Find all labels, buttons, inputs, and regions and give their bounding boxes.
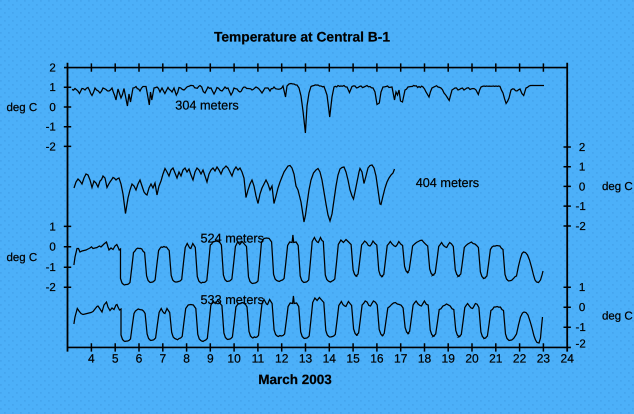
svg-text:-1: -1 bbox=[46, 122, 56, 134]
svg-text:deg C: deg C bbox=[7, 252, 38, 264]
svg-text:22: 22 bbox=[513, 352, 527, 366]
svg-text:14: 14 bbox=[323, 352, 337, 366]
svg-text:304 meters: 304 meters bbox=[175, 99, 238, 113]
svg-text:-2: -2 bbox=[576, 338, 586, 350]
svg-text:0: 0 bbox=[579, 302, 585, 314]
svg-text:2: 2 bbox=[579, 142, 585, 154]
svg-text:-2: -2 bbox=[576, 221, 586, 233]
svg-text:-2: -2 bbox=[46, 282, 56, 294]
svg-text:7: 7 bbox=[159, 352, 166, 366]
svg-text:deg C: deg C bbox=[602, 311, 633, 323]
svg-text:-1: -1 bbox=[46, 262, 56, 274]
svg-text:8: 8 bbox=[183, 352, 190, 366]
svg-text:17: 17 bbox=[394, 352, 408, 366]
svg-text:12: 12 bbox=[275, 352, 289, 366]
svg-text:19: 19 bbox=[442, 352, 456, 366]
svg-text:5: 5 bbox=[112, 352, 119, 366]
svg-text:524 meters: 524 meters bbox=[201, 232, 264, 246]
svg-text:1: 1 bbox=[49, 221, 55, 233]
svg-text:1: 1 bbox=[579, 162, 585, 174]
svg-text:533 meters: 533 meters bbox=[201, 293, 264, 307]
svg-text:15: 15 bbox=[346, 352, 360, 366]
svg-text:24: 24 bbox=[561, 352, 575, 366]
svg-text:-2: -2 bbox=[46, 141, 56, 153]
svg-text:-1: -1 bbox=[576, 201, 586, 213]
svg-text:16: 16 bbox=[370, 352, 384, 366]
svg-text:10: 10 bbox=[227, 352, 241, 366]
svg-text:1: 1 bbox=[579, 282, 585, 294]
svg-text:0: 0 bbox=[49, 242, 55, 254]
svg-text:1: 1 bbox=[49, 82, 55, 94]
svg-text:21: 21 bbox=[489, 352, 503, 366]
svg-text:Temperature at Central B-1: Temperature at Central B-1 bbox=[214, 30, 390, 45]
svg-text:-1: -1 bbox=[576, 322, 586, 334]
svg-text:4: 4 bbox=[88, 352, 95, 366]
svg-text:0: 0 bbox=[49, 102, 55, 114]
svg-text:23: 23 bbox=[537, 352, 551, 366]
svg-text:9: 9 bbox=[207, 352, 214, 366]
svg-text:deg C: deg C bbox=[602, 181, 633, 193]
svg-text:11: 11 bbox=[252, 352, 265, 366]
svg-text:6: 6 bbox=[136, 352, 143, 366]
svg-text:13: 13 bbox=[299, 352, 313, 366]
svg-text:20: 20 bbox=[465, 352, 479, 366]
svg-text:18: 18 bbox=[418, 352, 432, 366]
svg-text:March 2003: March 2003 bbox=[258, 372, 332, 387]
svg-text:404 meters: 404 meters bbox=[416, 176, 479, 190]
svg-text:0: 0 bbox=[579, 181, 585, 193]
svg-text:deg C: deg C bbox=[7, 102, 38, 114]
svg-text:2: 2 bbox=[49, 63, 55, 75]
